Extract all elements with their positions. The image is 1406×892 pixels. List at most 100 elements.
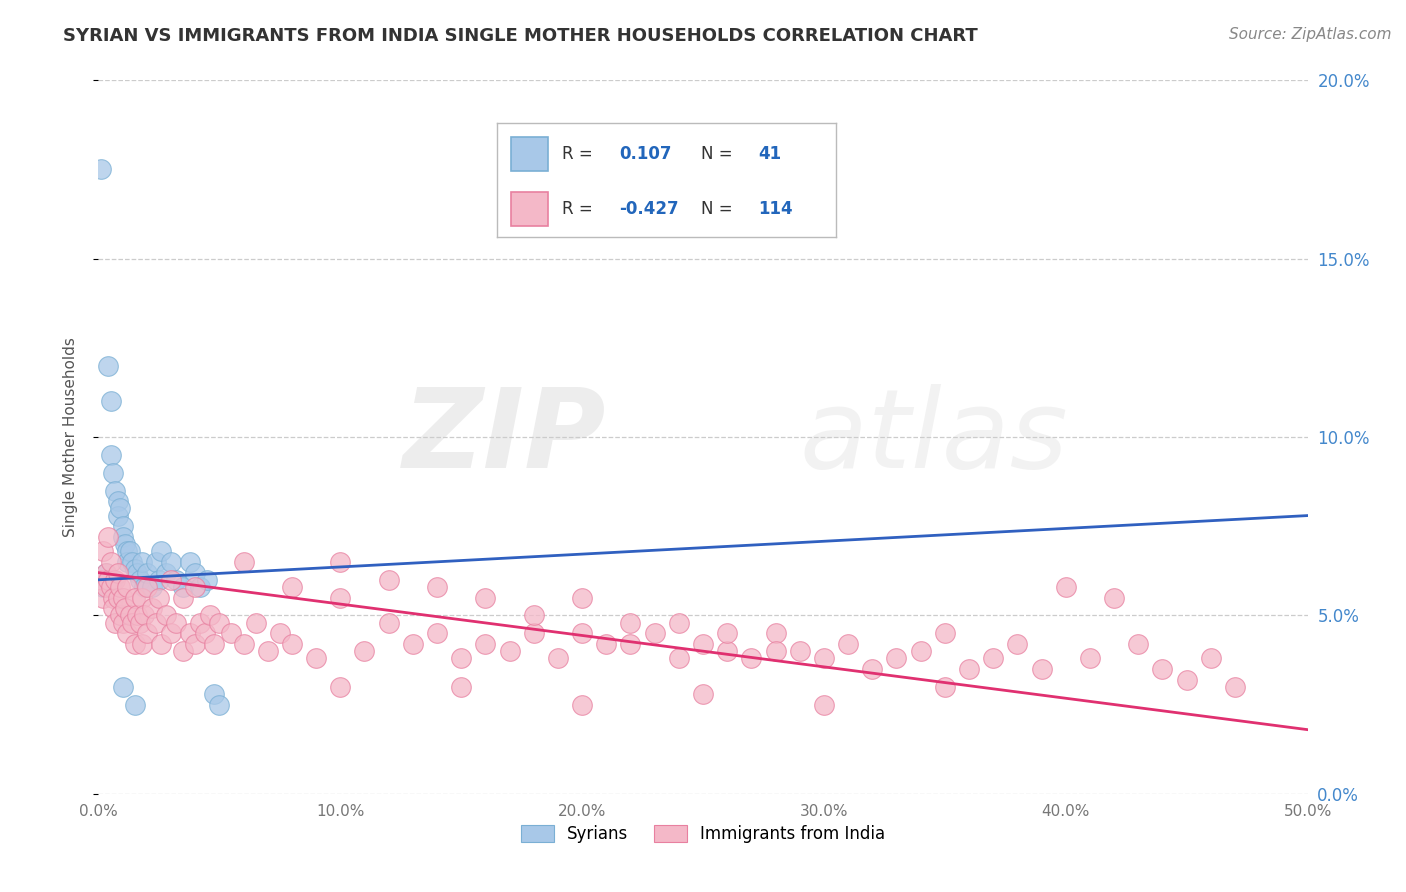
Point	[450, 651, 472, 665]
Point	[426, 580, 449, 594]
Point	[232, 555, 254, 569]
Point	[619, 615, 641, 630]
Point	[195, 573, 218, 587]
Point	[474, 637, 496, 651]
Point	[101, 466, 124, 480]
Point	[172, 644, 194, 658]
Point	[1102, 591, 1125, 605]
Point	[813, 651, 835, 665]
Point	[329, 555, 352, 569]
Point	[117, 580, 139, 594]
Point	[595, 637, 617, 651]
Point	[184, 580, 207, 594]
Point	[135, 626, 157, 640]
Point	[104, 483, 127, 498]
Point	[107, 591, 129, 605]
Point	[100, 394, 122, 409]
Point	[100, 555, 122, 569]
Point	[910, 644, 932, 658]
Point	[97, 359, 120, 373]
Point	[134, 608, 156, 623]
Point	[571, 626, 593, 640]
Point	[353, 644, 375, 658]
Point	[94, 566, 117, 580]
Point	[111, 615, 134, 630]
Point	[208, 615, 231, 630]
Point	[204, 637, 226, 651]
Point	[108, 608, 131, 623]
Point	[91, 544, 114, 558]
Point	[426, 626, 449, 640]
Point	[145, 555, 167, 569]
Point	[188, 580, 211, 594]
Point	[100, 448, 122, 462]
Point	[101, 591, 124, 605]
Point	[148, 573, 170, 587]
Point	[104, 615, 127, 630]
Point	[124, 562, 146, 576]
Point	[450, 680, 472, 694]
Point	[619, 637, 641, 651]
Point	[94, 580, 117, 594]
Point	[91, 580, 114, 594]
Point	[134, 580, 156, 594]
Point	[117, 626, 139, 640]
Point	[165, 615, 187, 630]
Point	[498, 644, 520, 658]
Point	[281, 637, 304, 651]
Point	[716, 626, 738, 640]
Point	[165, 573, 187, 587]
Point	[94, 566, 117, 580]
Point	[765, 626, 787, 640]
Point	[523, 608, 546, 623]
Point	[1128, 637, 1150, 651]
Point	[1054, 580, 1077, 594]
Point	[692, 687, 714, 701]
Point	[198, 608, 221, 623]
Point	[141, 580, 163, 594]
Point	[402, 637, 425, 651]
Point	[124, 591, 146, 605]
Point	[107, 508, 129, 523]
Point	[141, 601, 163, 615]
Point	[118, 608, 141, 623]
Point	[184, 637, 207, 651]
Point	[100, 580, 122, 594]
Legend: Syrians, Immigrants from India: Syrians, Immigrants from India	[515, 818, 891, 850]
Point	[765, 644, 787, 658]
Point	[789, 644, 811, 658]
Point	[184, 566, 207, 580]
Point	[194, 626, 217, 640]
Point	[150, 544, 173, 558]
Point	[329, 591, 352, 605]
Text: ZIP: ZIP	[402, 384, 606, 491]
Point	[934, 680, 956, 694]
Point	[886, 651, 908, 665]
Point	[208, 698, 231, 712]
Point	[111, 530, 134, 544]
Point	[269, 626, 291, 640]
Point	[571, 591, 593, 605]
Text: SYRIAN VS IMMIGRANTS FROM INDIA SINGLE MOTHER HOUSEHOLDS CORRELATION CHART: SYRIAN VS IMMIGRANTS FROM INDIA SINGLE M…	[63, 27, 979, 45]
Point	[150, 637, 173, 651]
Point	[101, 573, 124, 587]
Point	[547, 651, 569, 665]
Point	[957, 662, 980, 676]
Y-axis label: Single Mother Households: Single Mother Households	[63, 337, 77, 537]
Point	[232, 637, 254, 651]
Point	[740, 651, 762, 665]
Point	[377, 615, 399, 630]
Point	[204, 687, 226, 701]
Point	[571, 698, 593, 712]
Point	[1223, 680, 1246, 694]
Text: atlas: atlas	[800, 384, 1069, 491]
Point	[155, 566, 177, 580]
Point	[127, 566, 149, 580]
Point	[188, 615, 211, 630]
Point	[668, 615, 690, 630]
Point	[131, 555, 153, 569]
Point	[668, 651, 690, 665]
Point	[97, 573, 120, 587]
Point	[1078, 651, 1101, 665]
Point	[716, 644, 738, 658]
